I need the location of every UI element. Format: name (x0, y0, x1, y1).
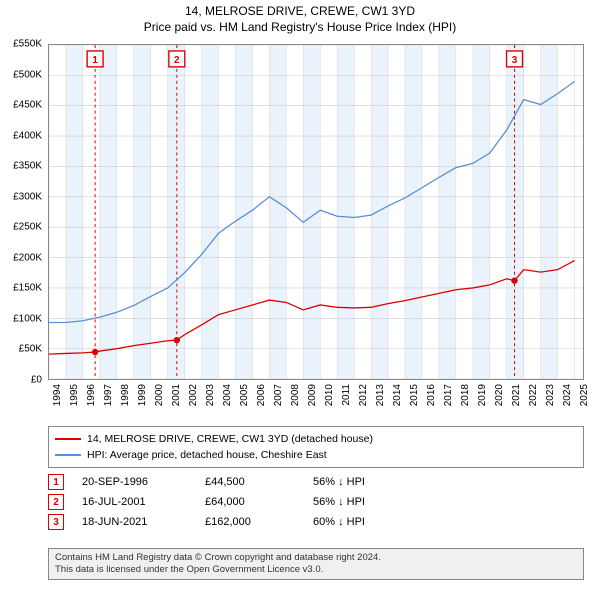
legend-label: 14, MELROSE DRIVE, CREWE, CW1 3YD (detac… (87, 431, 373, 447)
sale-hpi: 60% ↓ HPI (313, 516, 584, 528)
legend-label: HPI: Average price, detached house, Ches… (87, 447, 327, 463)
x-tick-label: 2014 (392, 384, 403, 406)
svg-text:1: 1 (92, 55, 98, 66)
x-tick-label: 2016 (426, 384, 437, 406)
sale-price: £64,000 (205, 496, 295, 508)
x-tick-label: 2009 (307, 384, 318, 406)
x-tick-label: 2010 (324, 384, 335, 406)
plot-area: 1 2 3 (48, 44, 584, 380)
y-tick-label: £450K (13, 100, 42, 111)
x-tick-label: 2023 (545, 384, 556, 406)
sale-hpi: 56% ↓ HPI (313, 476, 584, 488)
y-tick-label: £150K (13, 283, 42, 294)
sale-price: £44,500 (205, 476, 295, 488)
x-tick-label: 1997 (103, 384, 114, 406)
x-tick-label: 2002 (188, 384, 199, 406)
x-tick-label: 1995 (69, 384, 80, 406)
x-tick-label: 2019 (477, 384, 488, 406)
x-tick-label: 2004 (222, 384, 233, 406)
svg-text:2: 2 (174, 55, 180, 66)
footer: Contains HM Land Registry data © Crown c… (48, 548, 584, 580)
title-subtitle: Price paid vs. HM Land Registry's House … (0, 20, 600, 34)
x-tick-label: 2003 (205, 384, 216, 406)
x-tick-label: 2012 (358, 384, 369, 406)
y-tick-label: £200K (13, 252, 42, 263)
sale-marker-box: 3 (48, 514, 64, 530)
x-tick-label: 2024 (562, 384, 573, 406)
sale-date: 16-JUL-2001 (82, 496, 187, 508)
x-tick-label: 2000 (154, 384, 165, 406)
sale-price: £162,000 (205, 516, 295, 528)
sale-row: 3 18-JUN-2021 £162,000 60% ↓ HPI (48, 514, 584, 530)
plot-svg: 1 2 3 (49, 45, 583, 379)
svg-text:3: 3 (512, 55, 518, 66)
x-tick-label: 1994 (52, 384, 63, 406)
title-block: 14, MELROSE DRIVE, CREWE, CW1 3YD Price … (0, 0, 600, 36)
legend-swatch (55, 454, 81, 456)
y-tick-label: £250K (13, 222, 42, 233)
y-tick-label: £0 (31, 375, 42, 386)
x-tick-label: 1999 (137, 384, 148, 406)
x-tick-label: 2021 (511, 384, 522, 406)
x-tick-label: 2015 (409, 384, 420, 406)
footer-line-1: Contains HM Land Registry data © Crown c… (55, 552, 577, 564)
sale-hpi: 56% ↓ HPI (313, 496, 584, 508)
x-tick-label: 1996 (86, 384, 97, 406)
legend-swatch (55, 438, 81, 440)
x-tick-label: 2007 (273, 384, 284, 406)
legend: 14, MELROSE DRIVE, CREWE, CW1 3YD (detac… (48, 426, 584, 468)
footer-line-2: This data is licensed under the Open Gov… (55, 564, 577, 576)
x-tick-label: 2013 (375, 384, 386, 406)
x-tick-label: 2025 (579, 384, 590, 406)
x-tick-label: 2022 (528, 384, 539, 406)
x-tick-label: 2011 (341, 384, 352, 406)
chart-container: 14, MELROSE DRIVE, CREWE, CW1 3YD Price … (0, 0, 600, 590)
x-tick-label: 2017 (443, 384, 454, 406)
sale-row: 1 20-SEP-1996 £44,500 56% ↓ HPI (48, 474, 584, 490)
y-tick-label: £100K (13, 313, 42, 324)
x-tick-label: 2005 (239, 384, 250, 406)
legend-row: HPI: Average price, detached house, Ches… (55, 447, 577, 463)
x-tick-label: 2020 (494, 384, 505, 406)
y-tick-label: £300K (13, 191, 42, 202)
title-address: 14, MELROSE DRIVE, CREWE, CW1 3YD (0, 4, 600, 18)
sale-marker-box: 1 (48, 474, 64, 490)
sales-list: 1 20-SEP-1996 £44,500 56% ↓ HPI 2 16-JUL-2001… (48, 470, 584, 534)
x-tick-label: 2001 (171, 384, 182, 406)
legend-row: 14, MELROSE DRIVE, CREWE, CW1 3YD (detac… (55, 431, 577, 447)
x-tick-label: 2008 (290, 384, 301, 406)
y-tick-label: £350K (13, 161, 42, 172)
y-tick-label: £50K (19, 344, 42, 355)
y-tick-label: £400K (13, 130, 42, 141)
x-tick-label: 2006 (256, 384, 267, 406)
x-tick-label: 2018 (460, 384, 471, 406)
y-tick-label: £500K (13, 69, 42, 80)
x-tick-label: 1998 (120, 384, 131, 406)
x-axis: 1994 1995 1996 1997 1998 1999 2000 2001 2002 2003… (48, 382, 584, 430)
sale-row: 2 16-JUL-2001 £64,000 56% ↓ HPI (48, 494, 584, 510)
sale-date: 20-SEP-1996 (82, 476, 187, 488)
y-tick-label: £550K (13, 39, 42, 50)
sale-marker-box: 2 (48, 494, 64, 510)
y-axis: £0£50K£100K£150K£200K£250K£300K£350K£400… (2, 44, 44, 380)
sale-date: 18-JUN-2021 (82, 516, 187, 528)
